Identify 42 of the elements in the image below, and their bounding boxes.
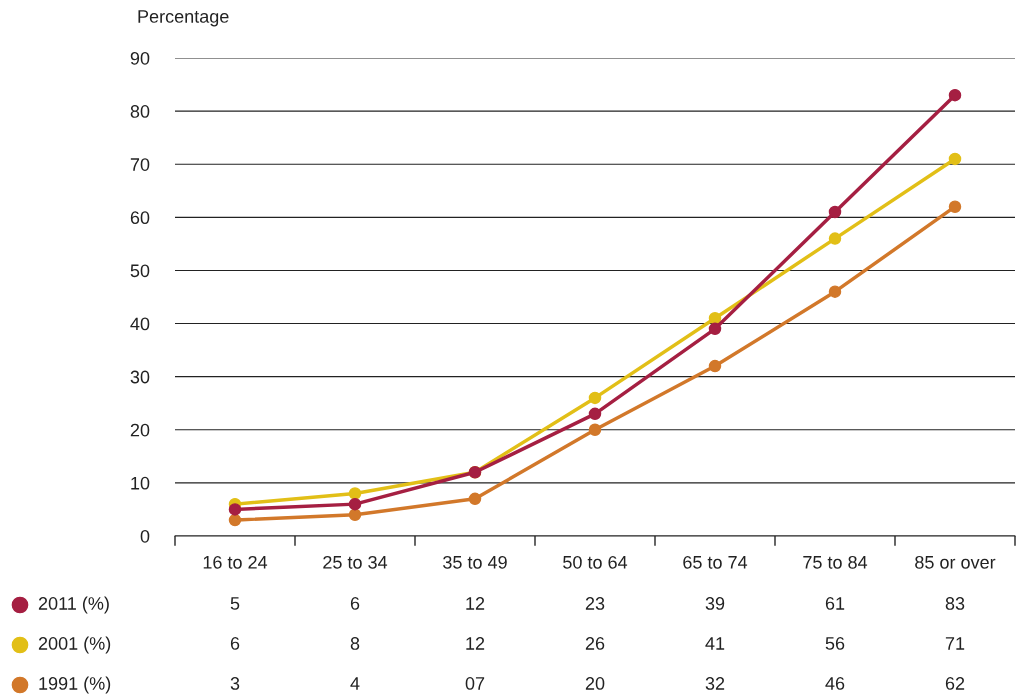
data-label: 4 [350, 677, 360, 690]
x-tick-label: 16 to 24 [203, 555, 268, 569]
x-tick-label: 65 to 74 [683, 555, 748, 569]
legend-label: 1991 (%) [39, 676, 111, 694]
data-label: 56 [825, 637, 845, 650]
y-tick-label: 40 [130, 317, 150, 331]
data-label: 83 [945, 597, 965, 610]
legend-label: 2011 (%) [38, 596, 109, 614]
x-tick-label: 75 to 84 [803, 555, 868, 569]
legend-label: 2001 (%) [38, 636, 111, 654]
data-label: 07 [465, 677, 485, 690]
y-tick-label: 80 [130, 105, 150, 118]
data-label: 20 [585, 677, 605, 690]
data-label: 12 [466, 637, 485, 650]
data-label: 3 [230, 677, 240, 690]
data-label: 32 [705, 677, 725, 690]
data-label: 6 [230, 637, 240, 650]
data-label: 71 [945, 637, 965, 650]
x-tick-label: 85 or over [915, 555, 996, 569]
data-label: 23 [585, 597, 605, 610]
y-tick-label: 70 [130, 158, 150, 171]
y-tick-label: 90 [130, 51, 150, 65]
x-tick-label: 35 to 49 [443, 555, 507, 569]
y-tick-label: 30 [130, 370, 150, 384]
y-axis-title: Percentage [138, 10, 229, 27]
data-label: 5 [230, 597, 240, 610]
x-tick-label: 25 to 34 [323, 555, 388, 569]
data-label: 41 [705, 637, 725, 650]
data-label: 6 [350, 597, 360, 610]
data-label: 46 [825, 677, 845, 690]
data-label: 62 [945, 677, 965, 690]
y-tick-label: 50 [130, 264, 150, 278]
y-tick-label: 10 [131, 476, 150, 490]
data-label: 39 [705, 597, 725, 610]
y-tick-label: 60 [130, 211, 150, 225]
data-label: 12 [466, 597, 485, 610]
y-tick-label: 20 [130, 423, 150, 437]
x-tick-label: 50 to 64 [563, 555, 628, 569]
data-label: 8 [350, 637, 360, 650]
data-label: 61 [825, 597, 845, 610]
y-tick-label: 0 [140, 529, 150, 543]
data-label: 26 [585, 637, 605, 650]
